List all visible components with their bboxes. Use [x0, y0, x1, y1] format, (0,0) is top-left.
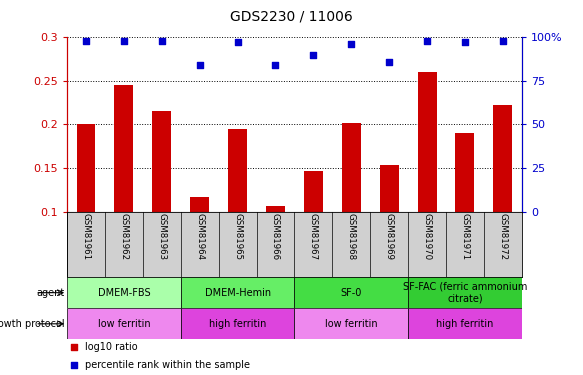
Bar — [76, 124, 96, 211]
Point — [308, 52, 318, 58]
Text: GSM81971: GSM81971 — [461, 213, 469, 261]
Text: GSM81970: GSM81970 — [423, 213, 431, 261]
Bar — [455, 133, 475, 212]
Text: SF-FAC (ferric ammonium
citrate): SF-FAC (ferric ammonium citrate) — [403, 282, 527, 303]
Point — [69, 344, 79, 350]
Bar — [266, 206, 285, 212]
Text: GSM81965: GSM81965 — [233, 213, 242, 261]
Text: high ferritin: high ferritin — [209, 319, 266, 329]
Point — [157, 38, 167, 44]
Text: GSM81962: GSM81962 — [120, 213, 128, 261]
Bar — [67, 308, 181, 339]
Bar — [294, 277, 408, 308]
Bar — [181, 308, 294, 339]
Point — [119, 38, 128, 44]
Bar — [294, 308, 408, 339]
Text: GDS2230 / 11006: GDS2230 / 11006 — [230, 10, 353, 24]
Text: log10 ratio: log10 ratio — [85, 342, 138, 352]
Point — [460, 39, 469, 45]
Text: low ferritin: low ferritin — [325, 319, 378, 329]
Text: GSM81969: GSM81969 — [385, 213, 394, 261]
Point — [422, 38, 431, 44]
Bar — [342, 123, 361, 211]
Text: GSM81967: GSM81967 — [309, 213, 318, 261]
Text: GSM81968: GSM81968 — [347, 213, 356, 261]
Text: GSM81961: GSM81961 — [82, 213, 90, 261]
Bar — [408, 308, 522, 339]
Point — [385, 58, 394, 64]
Bar — [304, 171, 323, 211]
Text: DMEM-Hemin: DMEM-Hemin — [205, 288, 271, 298]
Bar — [190, 196, 209, 211]
Point — [346, 41, 356, 47]
Text: SF-0: SF-0 — [340, 288, 362, 298]
Point — [195, 62, 205, 68]
Point — [498, 38, 507, 44]
Bar — [114, 85, 134, 212]
Point — [271, 62, 280, 68]
Bar — [408, 277, 522, 308]
Text: percentile rank within the sample: percentile rank within the sample — [85, 360, 250, 370]
Point — [82, 38, 91, 44]
Point — [233, 39, 243, 45]
Text: low ferritin: low ferritin — [97, 319, 150, 329]
Point — [69, 362, 79, 368]
Text: high ferritin: high ferritin — [436, 319, 494, 329]
Bar — [417, 72, 437, 211]
Text: GSM81972: GSM81972 — [498, 213, 507, 261]
Bar — [380, 165, 399, 211]
Text: GSM81964: GSM81964 — [195, 213, 204, 261]
Bar — [152, 111, 171, 212]
Bar — [493, 105, 512, 212]
Bar — [67, 277, 181, 308]
Text: GSM81966: GSM81966 — [271, 213, 280, 261]
Text: DMEM-FBS: DMEM-FBS — [97, 288, 150, 298]
Text: GSM81963: GSM81963 — [157, 213, 166, 261]
Bar — [228, 129, 247, 211]
Bar — [181, 277, 294, 308]
Text: growth protocol: growth protocol — [0, 319, 64, 329]
Text: agent: agent — [36, 288, 64, 298]
